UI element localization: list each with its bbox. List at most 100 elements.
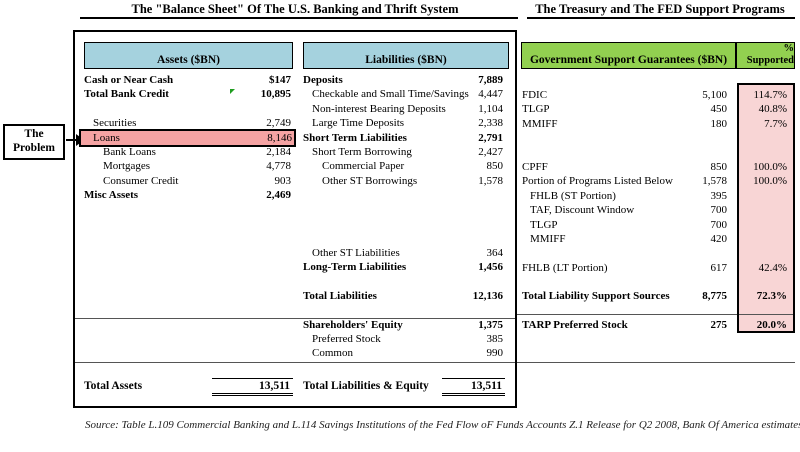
table-row: CPFF 850 100.0% xyxy=(522,160,795,174)
title-left-underline xyxy=(80,17,518,19)
table-row: Large Time Deposits 2,338 xyxy=(303,116,505,130)
pct-value: 100.0% xyxy=(753,160,787,173)
blank-row xyxy=(303,231,505,245)
table-row: Preferred Stock 385 xyxy=(303,332,505,346)
row-value: 850 xyxy=(486,160,504,173)
pct-value: 42.4% xyxy=(758,261,787,274)
row-value: 700 xyxy=(710,218,728,231)
row-label: Total Liabilities xyxy=(303,289,377,302)
support-bottom-rule xyxy=(517,362,795,363)
pct-value: 72.3% xyxy=(756,290,787,303)
row-label: Shareholders' Equity xyxy=(303,318,403,331)
table-row: Mortgages 4,778 xyxy=(84,159,293,173)
pct-supported-header: % Supported xyxy=(736,42,795,69)
assets-header: Assets ($BN) xyxy=(84,42,293,69)
row-label: FHLB (LT Portion) xyxy=(522,261,608,274)
table-row: Total Liabilities 12,136 xyxy=(303,289,505,303)
row-label: TLGP xyxy=(530,218,558,231)
blank-row xyxy=(522,246,795,260)
row-label: TLGP xyxy=(522,103,550,116)
loans-highlight-row: Loans 8,146 xyxy=(81,130,294,145)
row-value: 7,889 xyxy=(478,74,503,86)
table-row: FDIC 5,100 114.7% xyxy=(522,88,795,102)
table-row: TLGP 450 40.8% xyxy=(522,102,795,116)
blank-row xyxy=(303,188,505,202)
total-liabilities-equity-value: 13,511 xyxy=(442,378,505,396)
row-label: Cash or Near Cash xyxy=(84,74,174,86)
row-value: 700 xyxy=(710,204,728,217)
blank-row xyxy=(303,203,505,217)
row-label: Deposits xyxy=(303,74,343,86)
table-row: TAF, Discount Window 700 xyxy=(522,203,795,217)
row-label: Misc Assets xyxy=(84,189,139,202)
row-value: 8,775 xyxy=(702,290,727,303)
row-label: Portion of Programs Listed Below xyxy=(522,175,673,188)
row-value: 1,578 xyxy=(702,175,727,188)
row-value: 420 xyxy=(710,232,728,245)
table-row: Common 990 xyxy=(303,346,505,360)
row-label: Bank Loans xyxy=(103,145,156,158)
table-row: Short Term Borrowing 2,427 xyxy=(303,145,505,159)
table-row: Short Term Liabilities 2,791 xyxy=(303,131,505,145)
table-row: TARP Preferred Stock 275 20.0% xyxy=(522,318,795,332)
row-value: 10,895 xyxy=(260,88,291,101)
row-label: Large Time Deposits xyxy=(312,117,405,130)
row-label: TAF, Discount Window xyxy=(530,204,635,217)
pct-value: 114.7% xyxy=(753,89,787,101)
pct-value: 40.8% xyxy=(758,103,787,116)
row-value: 275 xyxy=(710,319,728,332)
row-value: 4,447 xyxy=(478,88,503,101)
liabilities-header: Liabilities ($BN) xyxy=(303,42,509,69)
total-liabilities-equity-label: Total Liabilities & Equity xyxy=(303,380,429,392)
table-row: Securities 2,749 xyxy=(84,116,293,130)
row-label: Checkable and Small Time/Savings xyxy=(312,88,469,101)
blank-row xyxy=(522,146,795,160)
table-row: Portion of Programs Listed Below 1,578 100… xyxy=(522,174,795,188)
row-value: 180 xyxy=(710,117,728,130)
row-value: 8,146 xyxy=(267,131,292,144)
table-row: Shareholders' Equity 1,375 xyxy=(303,318,505,332)
pct-column-fill xyxy=(737,83,795,333)
table-row: FHLB (LT Portion) 617 42.4% xyxy=(522,261,795,275)
row-value: 2,749 xyxy=(266,117,291,130)
row-value: 2,338 xyxy=(478,117,503,130)
table-row: Total Liability Support Sources 8,775 72.3… xyxy=(522,289,795,303)
row-value: 5,100 xyxy=(702,89,727,101)
row-label: Total Liability Support Sources xyxy=(522,290,670,303)
row-label: Total Bank Credit xyxy=(84,88,169,101)
pct-value: 100.0% xyxy=(753,175,787,188)
blank-row xyxy=(303,274,505,288)
row-label: Commercial Paper xyxy=(322,160,405,173)
table-row: Long-Term Liabilities 1,456 xyxy=(303,260,505,274)
row-label: Short Term Borrowing xyxy=(312,145,412,158)
row-value: 364 xyxy=(486,246,504,259)
blank-row xyxy=(303,217,505,231)
blank-row xyxy=(522,304,795,318)
row-label: FHLB (ST Portion) xyxy=(530,189,616,202)
source-note: Source: Table L.109 Commercial Banking a… xyxy=(85,419,800,431)
row-value: 4,778 xyxy=(266,160,291,173)
equity-top-rule xyxy=(75,318,515,319)
pct-value: 7.7% xyxy=(764,117,787,130)
table-row: Other ST Liabilities 364 xyxy=(303,246,505,260)
row-value: 2,427 xyxy=(478,145,503,158)
table-row: Checkable and Small Time/Savings 4,447 xyxy=(303,87,505,101)
table-row: Bank Loans 2,184 xyxy=(84,145,293,159)
row-label: TARP Preferred Stock xyxy=(522,319,628,332)
table-row: Other ST Borrowings 1,578 xyxy=(303,174,505,188)
table-row: Total Bank Credit 10,895 xyxy=(84,87,293,101)
tarp-top-rule xyxy=(517,314,795,315)
row-label: FDIC xyxy=(522,89,548,101)
balance-sheet-box xyxy=(73,30,517,408)
row-value: 450 xyxy=(710,103,728,116)
table-row: MMIFF 420 xyxy=(522,232,795,246)
row-value: 2,791 xyxy=(478,131,503,144)
row-label: Short Term Liabilities xyxy=(303,131,407,144)
problem-callout: The Problem xyxy=(3,124,65,160)
liabilities-rows: Deposits 7,889 Checkable and Small Time/Sa… xyxy=(303,73,505,361)
total-liabilities-equity-row: Total Liabilities & Equity 13,511 xyxy=(303,378,505,396)
table-row: FHLB (ST Portion) 395 xyxy=(522,189,795,203)
table-row: Consumer Credit 903 xyxy=(84,174,293,188)
row-value: 1,578 xyxy=(478,174,503,187)
